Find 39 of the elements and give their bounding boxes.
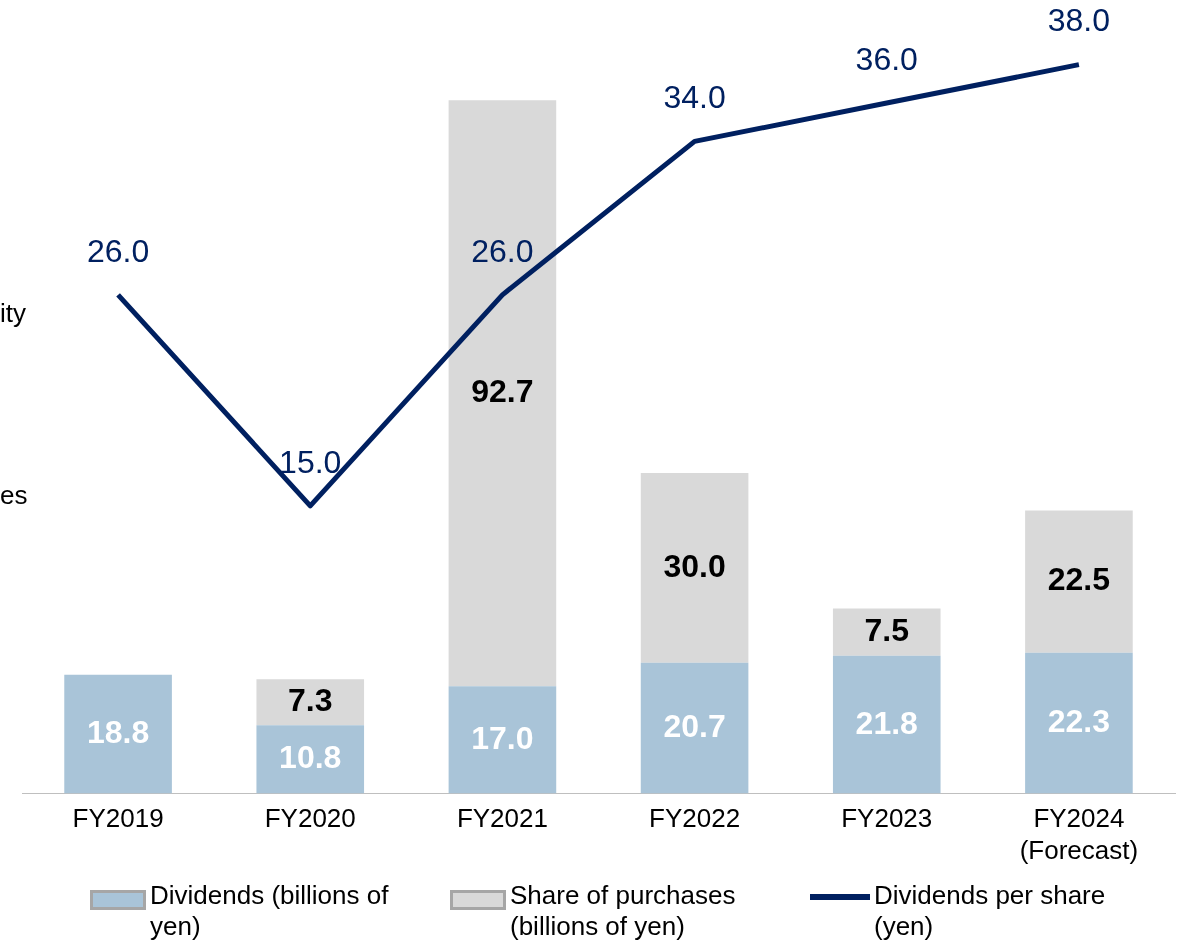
bar bbox=[1025, 652, 1133, 794]
x-tick-label: FY2020 bbox=[264, 803, 356, 834]
bar bbox=[448, 100, 557, 687]
bar bbox=[640, 662, 749, 794]
data-label: 10.8 bbox=[279, 739, 342, 776]
data-label: 26.0 bbox=[471, 232, 534, 269]
bar bbox=[640, 473, 749, 663]
bar bbox=[832, 655, 941, 794]
x-tick-label: FY2019 bbox=[72, 803, 164, 834]
data-label: 38.0 bbox=[1047, 2, 1111, 39]
annotation: es bbox=[0, 480, 28, 511]
x-tick-label: FY2023 bbox=[841, 803, 933, 834]
data-label: 30.0 bbox=[663, 547, 726, 584]
data-label: 17.0 bbox=[471, 719, 534, 756]
data-label: 20.7 bbox=[663, 708, 726, 744]
annotation: ity bbox=[0, 298, 26, 329]
data-label: 22.3 bbox=[1047, 702, 1111, 739]
data-label: 18.8 bbox=[86, 714, 150, 751]
bar bbox=[448, 686, 557, 794]
bar bbox=[832, 608, 941, 656]
legend-label: Dividends (billions of yen) bbox=[150, 880, 390, 943]
data-label: 21.8 bbox=[855, 704, 918, 741]
data-label: 15.0 bbox=[279, 443, 342, 480]
bar bbox=[64, 674, 172, 794]
x-tick-label: FY2024 (Forecast) bbox=[1019, 803, 1139, 865]
bar bbox=[1025, 510, 1133, 653]
x-tick-label: FY2021 bbox=[456, 803, 548, 834]
data-label: 22.5 bbox=[1047, 561, 1111, 598]
data-label: 7.3 bbox=[288, 682, 333, 719]
bar bbox=[256, 725, 365, 794]
data-label: 34.0 bbox=[663, 79, 726, 116]
legend-label: Dividends per share (yen) bbox=[874, 880, 1107, 943]
bar bbox=[256, 679, 365, 726]
data-label: 7.5 bbox=[864, 611, 909, 648]
legend-label: Share of purchases (billions of yen) bbox=[510, 880, 737, 943]
data-label: 92.7 bbox=[471, 372, 534, 409]
x-tick-label: FY2022 bbox=[649, 803, 741, 834]
data-label: 36.0 bbox=[855, 40, 918, 77]
data-label: 26.0 bbox=[86, 232, 150, 269]
